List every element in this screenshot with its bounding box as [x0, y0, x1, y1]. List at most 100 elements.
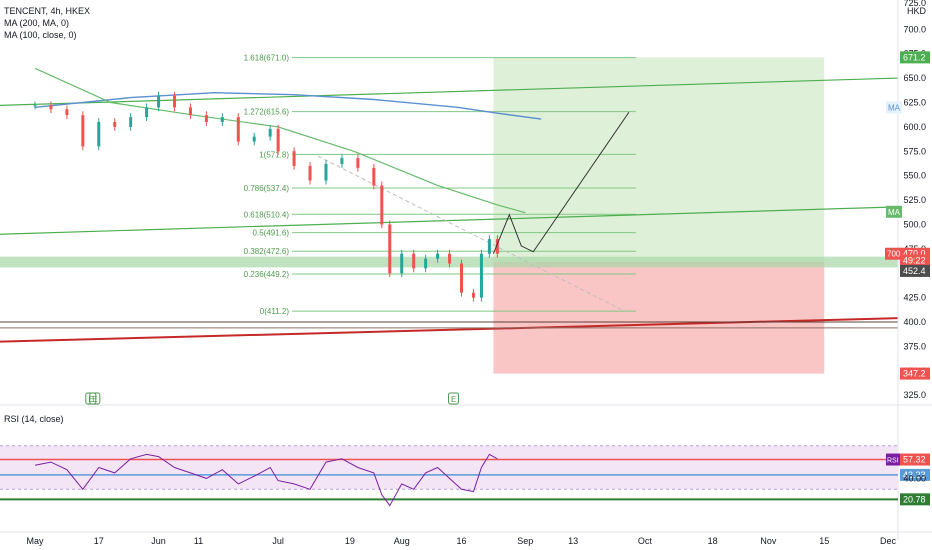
earnings-marker	[448, 392, 460, 405]
y-tick-label: 525.0	[903, 195, 926, 205]
price-tag-bg	[900, 247, 930, 260]
price-tag-label: 452.4	[903, 266, 926, 276]
x-tick-label: Jul	[272, 536, 284, 546]
price-candle	[173, 95, 177, 108]
x-tick-label: 18	[708, 536, 718, 546]
x-tick-label: 19	[345, 536, 355, 546]
price-candle	[340, 158, 344, 164]
price-candle	[292, 151, 296, 166]
projected-path	[492, 111, 630, 254]
price-candle	[268, 128, 272, 137]
price-tag-bg	[900, 51, 930, 64]
price-candle	[252, 136, 256, 142]
x-tick-label: 11	[194, 536, 203, 546]
earnings-marker-label: E	[92, 395, 97, 404]
fib-level-label: 1(571.8)	[259, 150, 289, 159]
price-tag-label: 470.0	[903, 249, 926, 259]
price-tag-bg	[900, 367, 930, 380]
price-tag-bg	[900, 254, 930, 267]
fib-level-label: 1.272(615.6)	[244, 108, 290, 117]
fib-level-label: 1.618(671.0)	[244, 54, 290, 63]
y-tick-label: 650.0	[903, 73, 926, 83]
y-tick-label: 375.0	[903, 341, 926, 351]
last-price-tag-label: 700	[887, 250, 901, 259]
price-tag-bg	[900, 264, 930, 277]
price-candle	[33, 105, 37, 107]
ma-tag-bg	[886, 101, 902, 114]
currency-label: HKD	[907, 6, 927, 16]
upper-trendline	[0, 206, 899, 235]
price-candle	[380, 185, 384, 225]
fib-level-label: 0.382(472.6)	[244, 247, 290, 256]
y-tick-label: 625.0	[903, 97, 926, 107]
rsi-band	[0, 445, 898, 490]
rsi-tag-label: RSI	[887, 458, 899, 465]
ma-tag-bg	[886, 205, 902, 218]
price-candle	[400, 253, 404, 274]
price-candle	[188, 107, 192, 116]
earnings-marker	[89, 392, 101, 405]
top-trendline	[0, 77, 899, 106]
y-tick-label: 400.0	[903, 317, 926, 327]
price-candle	[372, 167, 376, 186]
ma-tag-label: MA	[888, 103, 901, 112]
price-candle	[436, 253, 440, 259]
earnings-marker-label: E	[451, 395, 456, 404]
price-tag-label: 49:22	[903, 256, 926, 266]
price-candle	[49, 105, 53, 110]
last-price-tag-bg	[885, 247, 901, 260]
x-tick-label: Dec	[880, 536, 897, 546]
earnings-marker-label: E	[88, 395, 93, 404]
x-tick-label: 15	[819, 536, 829, 546]
price-candle	[495, 239, 499, 254]
price-candle	[65, 109, 69, 116]
x-tick-label: Jun	[151, 536, 166, 546]
rsi-line	[34, 453, 498, 507]
ma200-line	[34, 91, 542, 120]
x-tick-label: May	[26, 536, 44, 546]
rsi-tick-label: 40.00	[903, 473, 926, 483]
price-candle	[487, 239, 491, 254]
ma100-legend[interactable]: MA (100, close, 0)	[4, 30, 77, 40]
fib-level-label: 0.786(537.4)	[244, 184, 290, 193]
projection-dashed-line	[317, 155, 626, 312]
price-candle	[145, 107, 149, 118]
price-candle	[204, 115, 208, 122]
rsi-level-label: 57.32	[903, 455, 926, 465]
rsi-level-label: 20.78	[903, 494, 926, 504]
rsi-level-tag	[900, 493, 930, 506]
price-candle	[308, 165, 312, 181]
price-candle	[471, 292, 475, 298]
price-candle	[81, 115, 85, 147]
price-candle	[356, 158, 360, 168]
x-tick-label: Oct	[638, 536, 653, 546]
rsi-tag-bg	[886, 453, 900, 466]
symbol-legend[interactable]: TENCENT, 4h, HKEX	[4, 6, 91, 16]
profit-zone	[493, 57, 825, 263]
price-candle	[157, 95, 161, 108]
price-tag-label: 347.2	[903, 369, 926, 379]
rsi-level-tag	[900, 453, 930, 466]
rsi-legend[interactable]: RSI (14, close)	[4, 414, 64, 424]
ma200-legend[interactable]: MA (200, MA, 0)	[4, 18, 70, 28]
fib-level-label: 0.618(510.4)	[244, 210, 290, 219]
x-tick-label: 16	[456, 536, 466, 546]
price-candle	[412, 253, 416, 269]
x-tick-label: 13	[568, 536, 578, 546]
fib-level-label: 0.236(449.2)	[244, 270, 290, 279]
price-candle	[220, 117, 224, 122]
y-tick-label-partial: 725.0	[903, 0, 926, 8]
ma100-line	[34, 67, 526, 214]
x-tick-label: 17	[94, 536, 104, 546]
fib-level-label: 0(411.2)	[260, 307, 290, 316]
price-candle	[113, 121, 117, 127]
y-tick-label: 575.0	[903, 146, 926, 156]
price-candle	[129, 117, 133, 127]
loss-zone	[493, 262, 825, 374]
y-tick-label: 425.0	[903, 293, 926, 303]
x-tick-label: Nov	[760, 536, 777, 546]
price-candle	[324, 163, 328, 181]
y-tick-label: 500.0	[903, 219, 926, 229]
